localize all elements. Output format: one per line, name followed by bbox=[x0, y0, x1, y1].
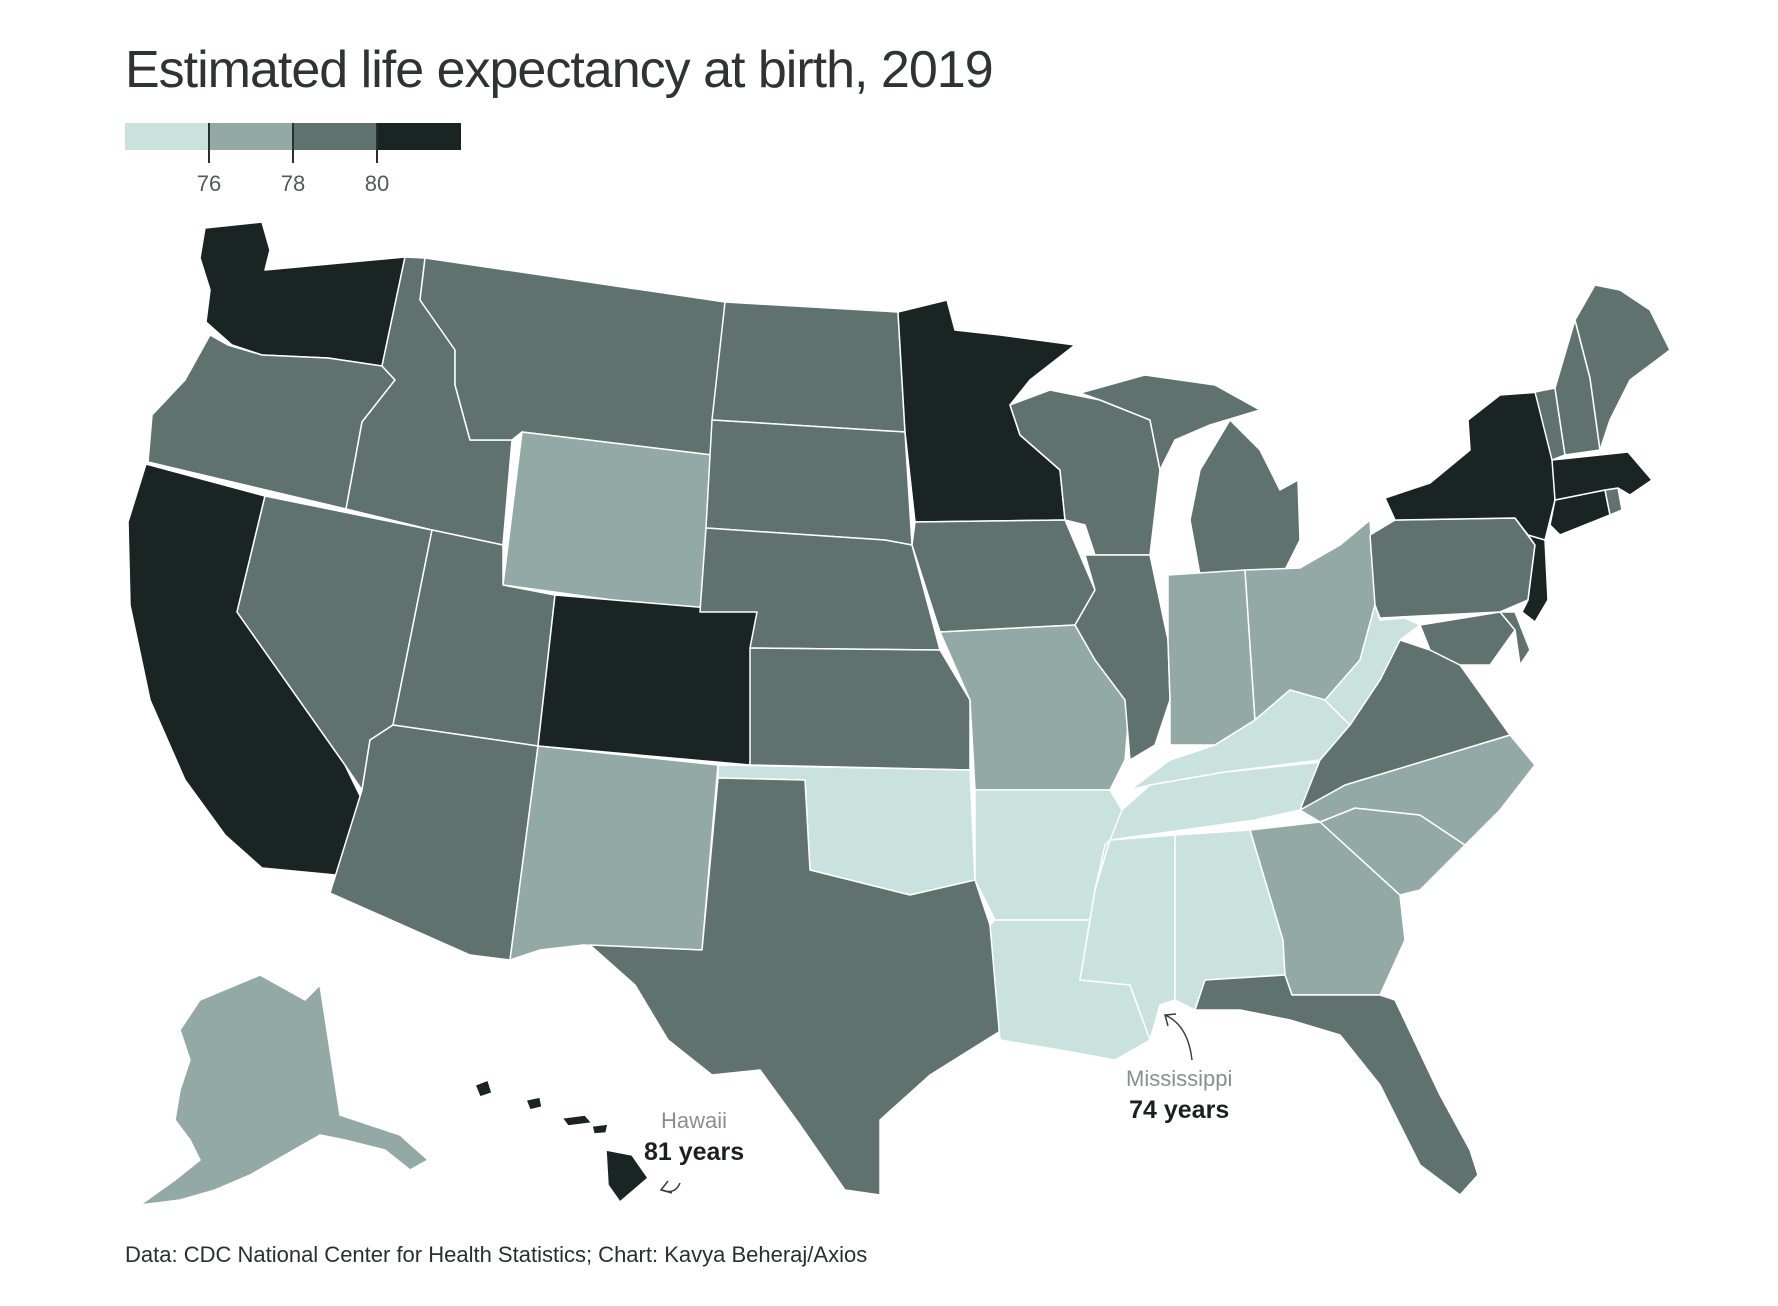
state-kansas bbox=[749, 647, 971, 771]
mississippi-annotation: Mississippi 74 years bbox=[1126, 1066, 1232, 1125]
state-maine bbox=[1574, 284, 1671, 451]
state-west-virginia bbox=[1324, 604, 1421, 726]
state-massachusetts bbox=[1551, 451, 1653, 501]
hawaii-annotation: Hawaii 81 years bbox=[644, 1108, 744, 1167]
state-north-dakota bbox=[711, 301, 906, 433]
legend-swatch-78-80 bbox=[293, 123, 377, 150]
chart-title: Estimated life expectancy at birth, 2019 bbox=[125, 41, 994, 99]
annotation-state-name: Mississippi bbox=[1126, 1066, 1233, 1091]
state-delaware bbox=[1499, 611, 1531, 666]
legend-swatch-76-78 bbox=[209, 123, 293, 150]
state-new-york bbox=[1384, 391, 1556, 541]
state-colorado bbox=[537, 594, 758, 766]
state-new-jersey bbox=[1521, 534, 1549, 623]
state-washington bbox=[199, 221, 406, 367]
state-michigan bbox=[1079, 374, 1301, 576]
annotation-state-name: Hawaii bbox=[661, 1108, 728, 1133]
state-wyoming bbox=[502, 431, 713, 613]
legend-swatch-gt80 bbox=[377, 123, 461, 150]
legend-tick-label: 76 bbox=[196, 171, 222, 196]
legend-swatch-lt76 bbox=[125, 123, 209, 150]
legend-tick-label: 80 bbox=[364, 171, 390, 196]
mississippi-arrowhead bbox=[1164, 1013, 1177, 1027]
legend-bar bbox=[125, 123, 461, 150]
hawaii-arrowhead bbox=[659, 1180, 673, 1194]
annotation-value: 81 years bbox=[644, 1138, 745, 1166]
legend-tick-78 bbox=[292, 123, 294, 163]
state-florida bbox=[1194, 974, 1479, 1196]
state-indiana bbox=[1167, 569, 1256, 746]
legend-tick-76 bbox=[208, 123, 210, 163]
legend-tick-label: 78 bbox=[280, 171, 306, 196]
state-iowa bbox=[911, 519, 1096, 633]
annotation-value: 74 years bbox=[1129, 1096, 1230, 1124]
source-note: Data: CDC National Center for Health Sta… bbox=[125, 1242, 868, 1267]
state-south-dakota bbox=[705, 419, 913, 546]
state-montana bbox=[419, 257, 726, 456]
legend-tick-80 bbox=[376, 123, 378, 163]
state-hawaii bbox=[474, 1079, 649, 1203]
state-new-mexico bbox=[509, 745, 719, 961]
color-legend: 76 78 80 bbox=[125, 123, 461, 213]
state-pennsylvania bbox=[1369, 517, 1536, 619]
mississippi-annotation-arrow bbox=[1164, 1014, 1193, 1061]
state-alaska bbox=[139, 974, 429, 1206]
state-illinois bbox=[1074, 554, 1171, 761]
